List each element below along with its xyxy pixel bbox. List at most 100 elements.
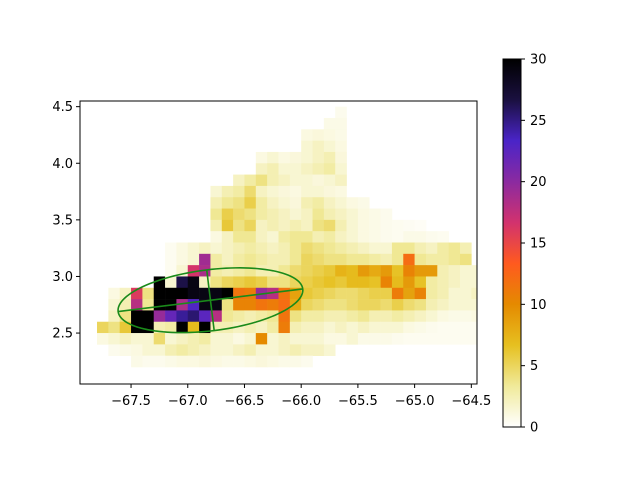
heatmap-cell [244,299,257,311]
heatmap-cell [346,321,359,334]
heatmap-cell [335,276,347,289]
heatmap-cell [289,197,302,209]
heatmap-cell [335,265,347,277]
heatmap-cell [278,219,291,232]
heatmap-cell [301,344,313,356]
heatmap-cell [221,265,234,277]
heatmap-cell [221,219,234,232]
heatmap-cell [369,310,381,323]
heatmap-cell [403,299,415,311]
heatmap-cell [459,287,472,300]
heatmap-cell [221,253,234,266]
heatmap-cell [448,265,461,277]
heatmap-cell [176,265,189,277]
heatmap-cell [142,344,155,356]
heatmap-cell [119,321,132,334]
heatmap-cell [471,287,477,300]
heatmap-cell [335,185,347,198]
heatmap-cell [153,344,166,356]
heatmap-cell [278,253,291,266]
heatmap-cell [233,299,245,311]
heatmap-cell [289,321,302,334]
heatmap-cell [142,321,155,334]
heatmap-cell [403,219,415,232]
heatmap-cell [335,151,347,164]
heatmap-cell [255,151,268,164]
heatmap-cell [255,321,268,334]
heatmap-cell [289,242,302,255]
heatmap-cell [210,344,223,356]
y-tick-label: 4.0 [52,157,73,172]
heatmap-cell [210,276,223,289]
heatmap-cell [289,355,302,368]
heatmap-cell [346,265,359,277]
heatmap-cell [459,276,472,289]
heatmap-cell [233,174,245,187]
x-tick-label: −66.5 [225,394,265,409]
heatmap-cell [255,276,268,289]
x-tick-label: −64.5 [451,394,491,409]
heatmap-cell [278,185,291,198]
heatmap-cell [244,174,257,187]
heatmap-cell [165,242,177,255]
heatmap-cell [233,208,245,221]
heatmap-cell [301,287,313,300]
heatmap-cell [357,265,370,277]
heatmap-cell [403,310,415,323]
heatmap-cell [448,242,461,255]
heatmap-cell [267,163,279,175]
heatmap-cell [369,333,381,345]
heatmap-cell [244,333,257,345]
heatmap-cell [380,333,393,345]
x-tick-label: −67.5 [111,394,151,409]
heatmap-cell [346,219,359,232]
heatmap-cell [108,299,120,311]
heatmap-cell [165,321,177,334]
heatmap-cell [323,321,336,334]
heatmap-cell [278,287,291,300]
heatmap-cell [437,321,449,334]
heatmap-cell [312,174,325,187]
heatmap-cell [153,310,166,323]
heatmap-cell [233,185,245,198]
heatmap-cell [335,129,347,141]
heatmap-cell [131,287,143,300]
heatmap-cell [357,219,370,232]
heatmap-cell [278,163,291,175]
heatmap-cell [403,242,415,255]
heatmap-cell [278,242,291,255]
heatmap-cell [459,333,472,345]
heatmap-cell [459,265,472,277]
heatmap-cell [369,242,381,255]
heatmap-cell [380,231,393,243]
heatmap-cell [471,310,477,323]
colorbar-tick-label: 25 [530,114,547,129]
heatmap-cell [369,265,381,277]
heatmap-cell [176,344,189,356]
heatmap-cell [255,242,268,255]
heatmap-cell [380,219,393,232]
heatmap-cell [267,231,279,243]
heatmap-cell [312,231,325,243]
heatmap-cell [459,242,472,255]
heatmap-cell [210,333,223,345]
heatmap-cell [483,276,495,288]
heatmap-cell [459,310,472,323]
heatmap-cell [312,242,325,255]
heatmap-cell [153,287,166,300]
heatmap-cell [244,231,257,243]
heatmap-cell [267,219,279,232]
heatmap-cell [346,299,359,311]
heatmap-cell [131,333,143,345]
colorbar-tick-label: 0 [530,421,538,436]
heatmap-cell [346,333,359,345]
colorbar-tick-label: 15 [530,237,547,252]
heatmap-cell [221,344,234,356]
heatmap-cell [323,287,336,300]
heatmap-cell [153,321,166,334]
heatmap-cell [221,231,234,243]
heatmap-cell [391,265,404,277]
heatmap-cell [323,197,336,209]
heatmap-cell [323,299,336,311]
heatmap-cell [346,287,359,300]
